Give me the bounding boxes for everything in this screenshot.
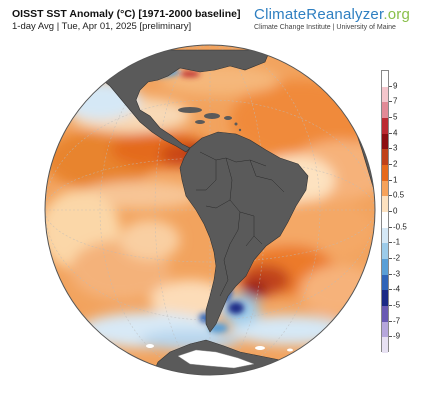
colorbar-band bbox=[382, 243, 388, 260]
colorbar-tick-label: -2 bbox=[393, 253, 401, 263]
colorbar-band bbox=[382, 149, 388, 166]
colorbar-tick-label: 3 bbox=[393, 143, 398, 153]
sea-ice bbox=[177, 349, 255, 369]
colorbar-tick-mark bbox=[389, 320, 392, 322]
colorbar-tick-mark bbox=[389, 195, 392, 197]
colorbar-band bbox=[382, 337, 388, 354]
colorbar-band bbox=[382, 71, 388, 88]
colorbar-band bbox=[382, 86, 388, 103]
colorbar-tick-label: -1 bbox=[393, 237, 401, 247]
colorbar bbox=[381, 70, 389, 354]
colorbar-tick-mark bbox=[389, 242, 392, 244]
colorbar-tick-label: 7 bbox=[393, 96, 398, 106]
colorbar-tick-mark bbox=[389, 305, 392, 306]
colorbar-tick-mark bbox=[389, 117, 392, 118]
ice-floes bbox=[146, 344, 293, 352]
colorbar-ticks: 9 7 5 4 3 2 1 0.5 0 -0.5 -1 -2 -3 -4 -5 -7 -9 bbox=[389, 70, 423, 352]
map-title: OISST SST Anomaly (°C) [1971-2000 baseli… bbox=[12, 8, 241, 20]
colorbar-band bbox=[382, 259, 388, 276]
colorbar-band bbox=[382, 102, 388, 119]
colorbar-tick-mark bbox=[389, 226, 392, 228]
colorbar-tick-label: -9 bbox=[393, 331, 401, 341]
colorbar-band bbox=[382, 212, 388, 229]
colorbar-band bbox=[382, 306, 388, 323]
colorbar-tick-mark bbox=[389, 148, 392, 150]
colorbar-tick-label: -4 bbox=[393, 284, 401, 294]
colorbar-tick-mark bbox=[389, 258, 392, 259]
colorbar-tick-mark bbox=[389, 132, 392, 134]
colorbar-tick-label: 2 bbox=[393, 159, 398, 169]
colorbar-tick-label: 1 bbox=[393, 175, 398, 185]
colorbar-band bbox=[382, 180, 388, 197]
colorbar-tick-label: 0.5 bbox=[393, 190, 405, 200]
globe-svg bbox=[44, 44, 376, 376]
colorbar-tick-mark bbox=[389, 164, 392, 165]
colorbar-tick-label: -5 bbox=[393, 300, 401, 310]
north-america-landmass bbox=[79, 49, 271, 153]
colorbar-band bbox=[382, 165, 388, 182]
colorbar-band bbox=[382, 196, 388, 213]
brand-tagline: Climate Change Institute | University of… bbox=[254, 24, 396, 31]
globe-map bbox=[40, 40, 380, 380]
colorbar-tick-label: 9 bbox=[393, 81, 398, 91]
colorbar-tick-label: 0 bbox=[393, 206, 398, 216]
brand-name: ClimateReanalyzer bbox=[254, 6, 384, 23]
colorbar-band bbox=[382, 290, 388, 307]
colorbar-tick-mark bbox=[389, 336, 392, 338]
greenland-landmass bbox=[290, 50, 325, 60]
colorbar-tick-mark bbox=[389, 85, 392, 87]
colorbar-band bbox=[382, 321, 388, 338]
brand-suffix: .org bbox=[383, 6, 410, 23]
colorbar-tick-mark bbox=[389, 101, 392, 103]
country-borders bbox=[196, 151, 285, 297]
colorbar-tick-mark bbox=[389, 211, 392, 212]
globe-outline bbox=[44, 44, 376, 376]
south-america-landmass bbox=[179, 131, 309, 333]
colorbar-band bbox=[382, 227, 388, 244]
colorbar-band bbox=[382, 118, 388, 135]
colorbar-tick-mark bbox=[389, 179, 392, 181]
map-subtitle: 1-day Avg | Tue, Apr 01, 2025 [prelimina… bbox=[12, 21, 192, 32]
brand-logo[interactable]: ClimateReanalyzer.org Climate Change Ins… bbox=[254, 6, 410, 31]
colorbar-tick-label: -0.5 bbox=[393, 222, 407, 232]
colorbar-tick-mark bbox=[389, 289, 392, 291]
colorbar-band bbox=[382, 274, 388, 291]
colorbar-band bbox=[382, 133, 388, 150]
colorbar-tick-label: -3 bbox=[393, 269, 401, 279]
colorbar-tick-label: -7 bbox=[393, 316, 401, 326]
colorbar-tick-mark bbox=[389, 273, 392, 275]
colorbar-tick-label: 4 bbox=[393, 128, 398, 138]
colorbar-tick-label: 5 bbox=[393, 112, 398, 122]
caribbean-islands bbox=[178, 107, 242, 132]
